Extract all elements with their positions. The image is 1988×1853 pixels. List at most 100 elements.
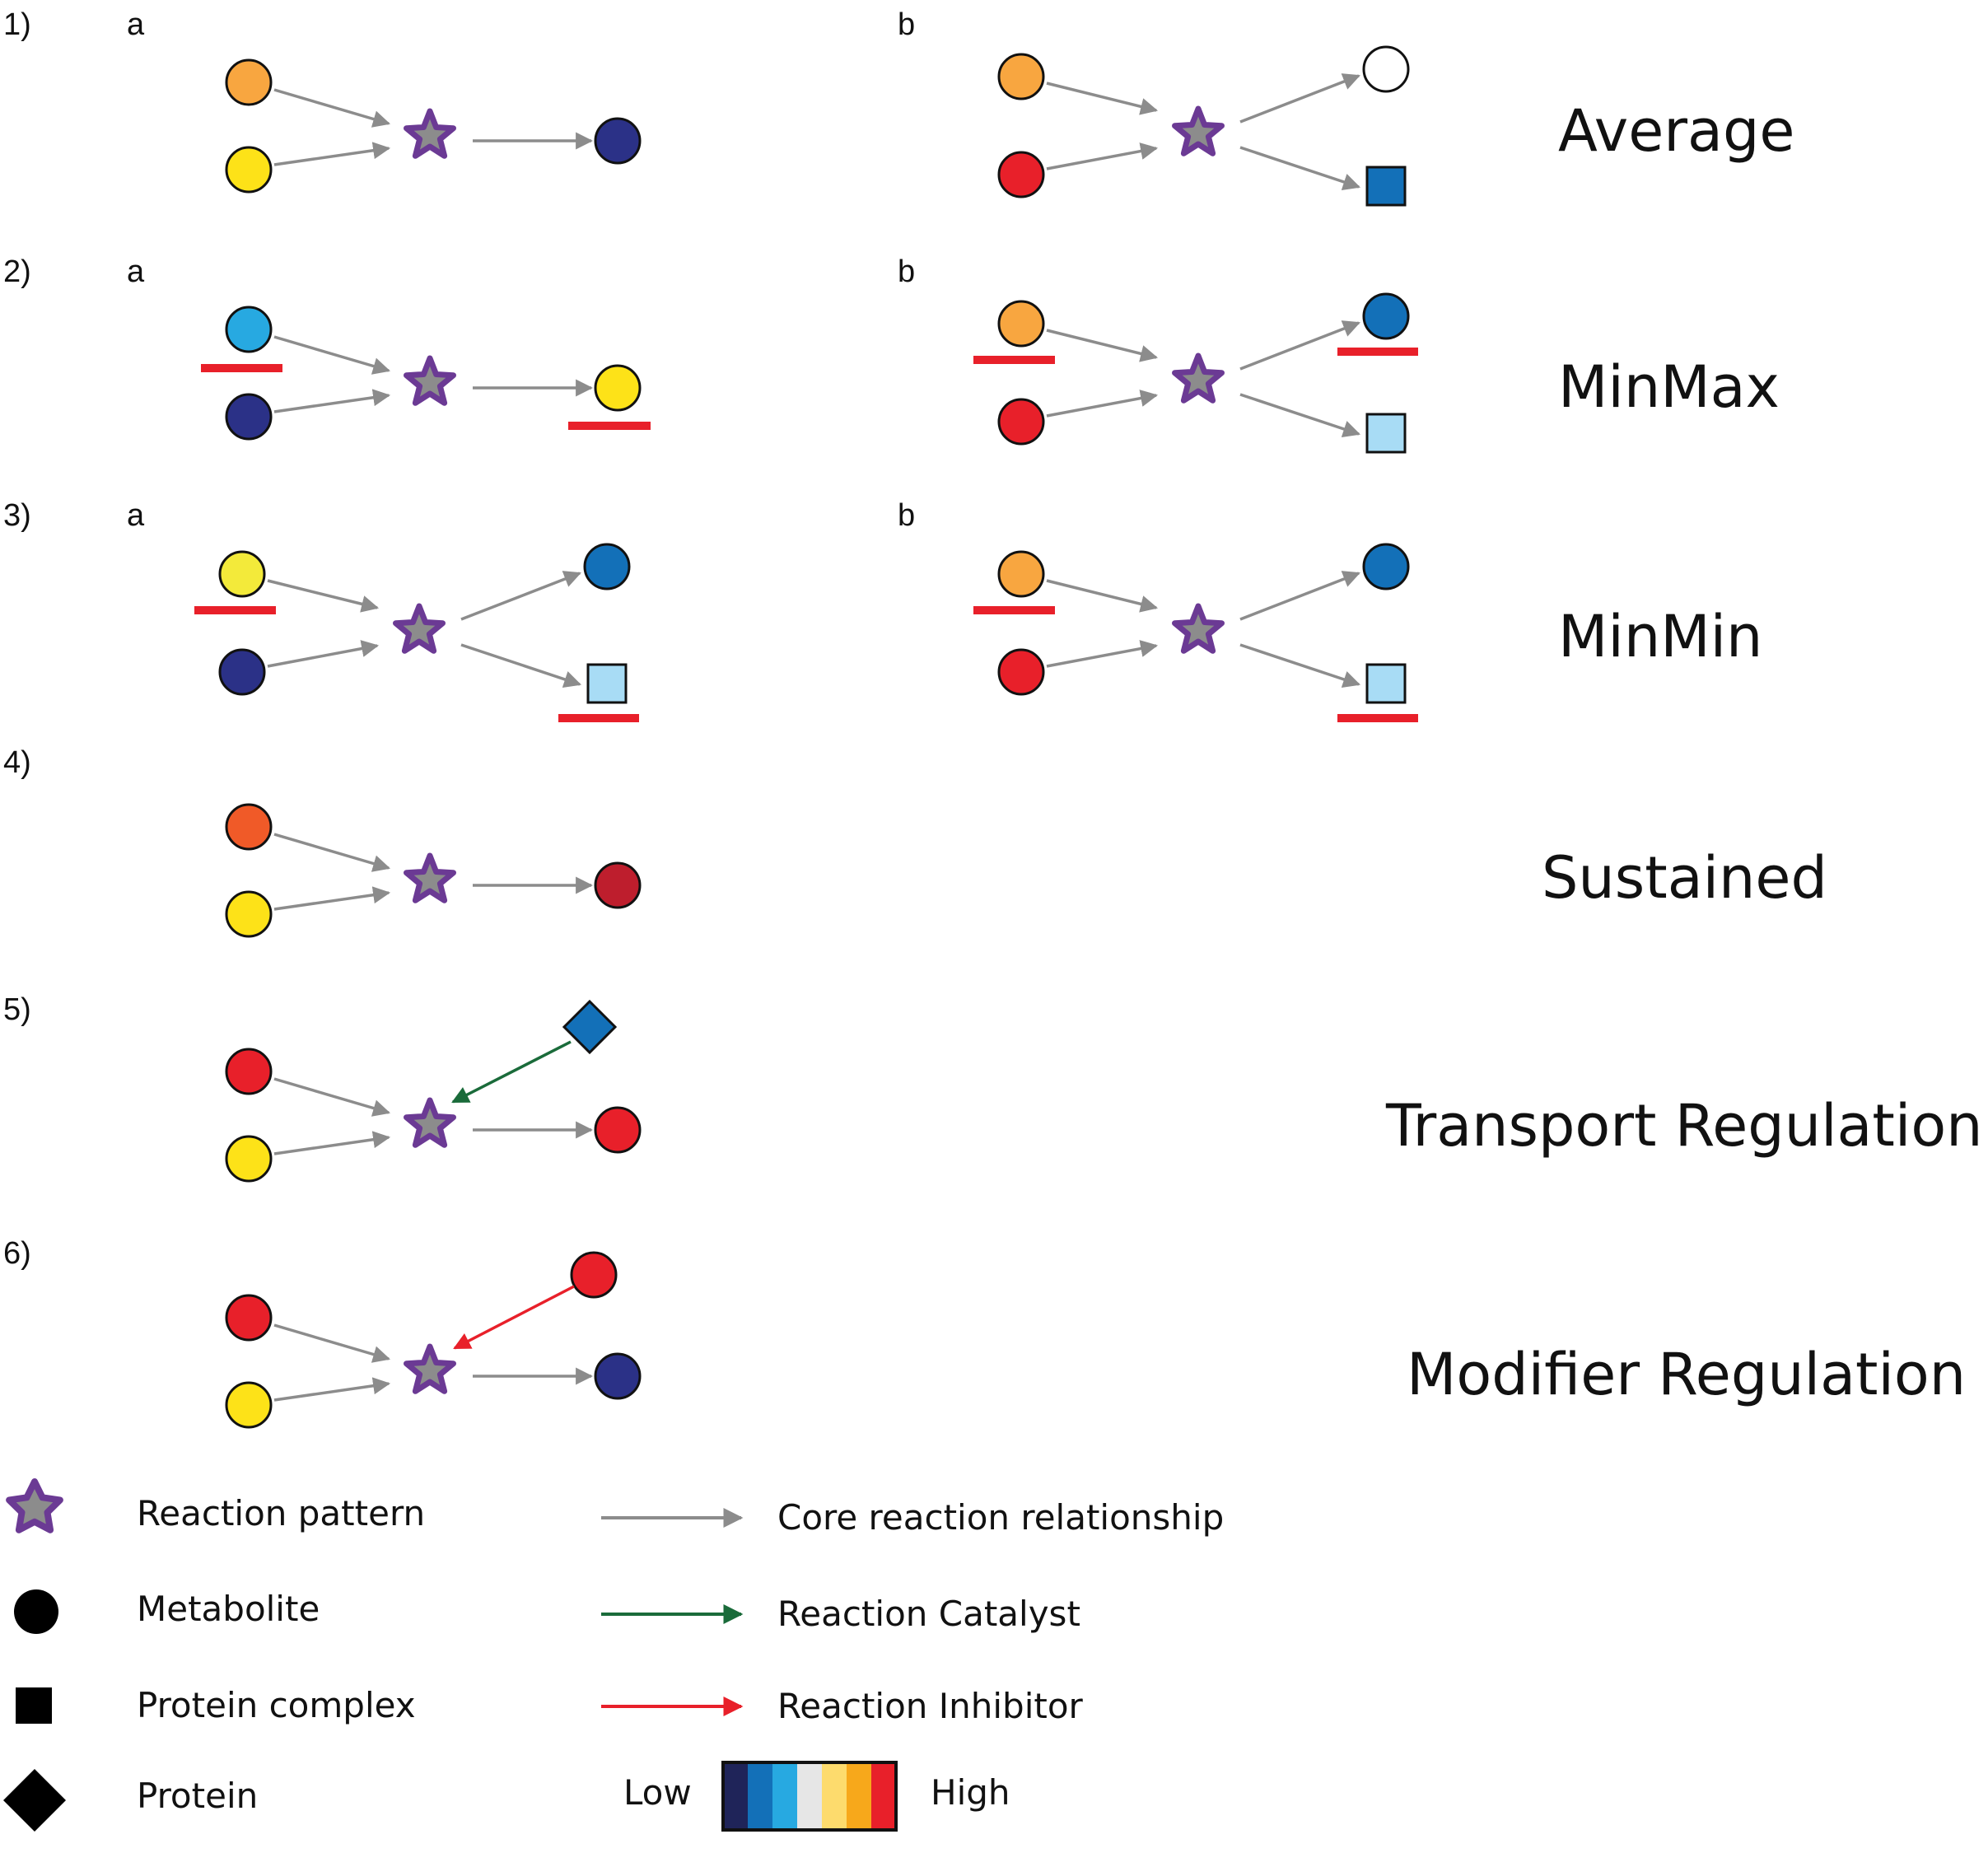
core-reaction-arrow [1239, 643, 1360, 688]
catalyst-arrow [451, 1040, 572, 1104]
panel-1: 1) a b Average [3, 7, 1794, 165]
core-reaction-arrow [273, 886, 391, 911]
reaction-pattern-star [1172, 105, 1225, 156]
core-reaction-arrow [1046, 640, 1159, 668]
subpanel-a-label: a [127, 498, 145, 533]
square-icon [16, 1687, 52, 1724]
color-scale-swatch [723, 1762, 748, 1830]
subpanel-b-label: b [898, 7, 915, 42]
legend-label-metabolite: Metabolite [137, 1589, 320, 1629]
reaction-pattern-star [404, 852, 456, 903]
subpanel-b-label: b [898, 254, 915, 289]
metabolite-node [225, 1294, 273, 1342]
subpanel-a-label: a [127, 254, 145, 289]
core-reaction-arrow [273, 88, 391, 128]
metabolite-node [225, 890, 273, 938]
panel-number: 3) [3, 498, 31, 533]
core-reaction-arrow [1239, 320, 1360, 371]
metabolite-node [594, 1352, 642, 1400]
legend: Reaction pattern Metabolite Protein comp… [3, 1478, 1224, 1832]
core-reaction-arrow [267, 579, 380, 613]
protein-complex-node [586, 663, 628, 704]
reaction-pattern-star [404, 108, 456, 159]
core-reaction-arrow [1239, 146, 1360, 190]
core-reaction-arrow [1239, 73, 1360, 124]
metabolite-node [225, 1048, 273, 1095]
metabolite-node [997, 300, 1045, 348]
core-reaction-arrow [273, 1377, 391, 1402]
rule-title-minmin: MinMin [1558, 603, 1762, 670]
circle-icon [14, 1589, 58, 1634]
legend-label-core-reaction: Core reaction relationship [777, 1497, 1224, 1538]
legend-label-protein: Protein [137, 1776, 258, 1816]
core-reaction-arrow [273, 1131, 391, 1155]
metabolite-node [997, 550, 1045, 598]
reaction-pattern-star [404, 1097, 456, 1148]
core-reaction-arrow [273, 142, 391, 166]
metabolite-node [218, 648, 266, 696]
reaction-pattern-star [404, 1343, 456, 1394]
metabolite-node [594, 117, 642, 165]
panel-number: 2) [3, 254, 31, 289]
metabolite-node [225, 393, 273, 441]
core-reaction-arrow [1046, 329, 1159, 362]
core-reaction-arrow [1239, 571, 1360, 621]
metabolite-node [997, 151, 1045, 198]
rule-title-sustained: Sustained [1542, 844, 1827, 912]
metabolite-node [570, 1251, 618, 1299]
core-reaction-arrow [273, 833, 391, 872]
core-reaction-arrow [1046, 390, 1159, 418]
legend-label-reaction-catalyst: Reaction Catalyst [777, 1594, 1080, 1634]
protein-complex-node [1365, 166, 1407, 207]
panel-5: 5) Transport Regulation [3, 992, 1983, 1160]
panel-number: 5) [3, 992, 31, 1027]
reaction-pattern-star [1172, 603, 1225, 654]
panel-number: 4) [3, 745, 31, 780]
rule-title-transport-regulation: Transport Regulation [1385, 1092, 1983, 1160]
metabolite-node [997, 398, 1045, 446]
color-scale-swatch [772, 1762, 797, 1830]
rule-title-modifier-regulation: Modifier Regulation [1407, 1341, 1966, 1408]
panel-number: 6) [3, 1236, 31, 1271]
core-reaction-arrow [1046, 142, 1159, 170]
metabolite-node [594, 364, 642, 412]
subpanel-a-label: a [127, 7, 145, 42]
diagram-layer [194, 45, 1418, 1429]
color-scale-swatch [797, 1762, 822, 1830]
metabolite-node [225, 1381, 273, 1429]
metabolite-node [1362, 45, 1410, 93]
protein-complex-node [1365, 663, 1407, 704]
core-reaction-arrow [273, 389, 391, 413]
metabolite-node [1362, 543, 1410, 590]
panel-4: 4) Sustained [3, 745, 1827, 912]
panel-number: 1) [3, 7, 31, 42]
scale-high-label: High [931, 1772, 1010, 1813]
core-reaction-arrow [267, 640, 380, 668]
metabolite-node [583, 543, 631, 590]
core-reaction-arrow [1239, 393, 1360, 437]
protein-node [562, 999, 618, 1055]
reaction-pattern-star [1172, 352, 1225, 404]
reaction-pattern-star [404, 355, 456, 406]
legend-label-protein-complex: Protein complex [137, 1685, 416, 1725]
subpanel-b-label: b [898, 498, 915, 533]
diamond-icon [3, 1769, 66, 1832]
protein-complex-node [1365, 413, 1407, 454]
core-reaction-arrow [273, 335, 391, 375]
scale-low-label: Low [623, 1772, 692, 1813]
color-scale-swatch [748, 1762, 772, 1830]
core-reaction-arrow [273, 1323, 391, 1363]
metabolite-node [225, 58, 273, 106]
color-scale [721, 1761, 898, 1832]
core-reaction-arrow [1046, 579, 1159, 613]
panel-6: 6) Modifier Regulation [3, 1236, 1966, 1408]
panel-2: 2) a b MinMax [3, 254, 1780, 421]
metabolite-node [225, 803, 273, 851]
metabolite-node [225, 1135, 273, 1183]
color-scale-swatch [871, 1762, 896, 1830]
legend-label-reaction-inhibitor: Reaction Inhibitor [777, 1686, 1084, 1726]
metabolite-node [218, 550, 266, 598]
metabolite-node [1362, 292, 1410, 340]
metabolite-node [594, 1106, 642, 1154]
